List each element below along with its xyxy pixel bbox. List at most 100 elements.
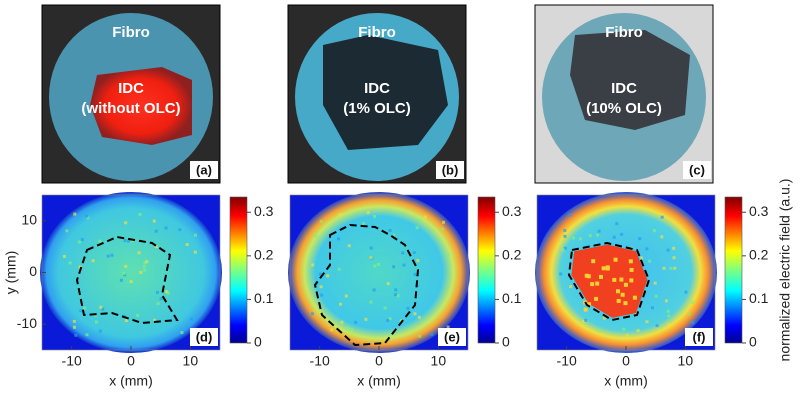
x-tick-label: -10: [310, 353, 330, 369]
speckle: [588, 234, 592, 238]
speckle: [586, 274, 591, 279]
speckle: [563, 246, 567, 250]
colorbar-tick-label: 0.2: [749, 247, 769, 263]
y-tick-label: 0: [29, 263, 37, 279]
speckle: [124, 319, 128, 323]
speckle: [652, 229, 656, 233]
speckle: [587, 302, 592, 307]
speckle: [156, 302, 160, 306]
speckle: [85, 333, 89, 337]
x-tick-label: -10: [557, 353, 577, 369]
speckle: [571, 236, 575, 240]
speckle: [596, 233, 600, 237]
speckle: [153, 318, 157, 322]
speckle: [362, 222, 366, 226]
speckle: [629, 278, 634, 283]
speckle: [80, 237, 84, 241]
speckle: [645, 320, 649, 324]
speckle: [416, 259, 420, 263]
speckle: [669, 266, 673, 270]
speckle: [623, 282, 628, 287]
speckle: [377, 263, 381, 267]
speckle: [664, 299, 668, 303]
speckle: [691, 320, 695, 324]
speckle: [640, 256, 644, 260]
speckle: [568, 213, 572, 217]
speckle: [648, 259, 652, 263]
speckle: [72, 319, 76, 323]
speckle: [73, 212, 77, 216]
speckle: [583, 307, 588, 312]
speckle: [650, 306, 654, 310]
speckle: [372, 288, 376, 292]
speckle: [441, 227, 445, 231]
tag-box: [438, 328, 466, 346]
tumor-contour: [567, 241, 651, 322]
speckle: [386, 319, 390, 323]
speckle: [655, 324, 659, 328]
speckle: [386, 282, 390, 286]
speckle: [446, 325, 450, 329]
speckle: [578, 237, 582, 241]
colorbar: [477, 196, 496, 344]
speckle: [563, 228, 567, 232]
panel-tag: (e): [444, 329, 460, 344]
speckle: [612, 277, 617, 282]
panel-tag: (d): [196, 329, 213, 344]
speckle: [350, 327, 354, 331]
x-tick-label: 0: [375, 353, 383, 369]
colorbar: [724, 196, 743, 344]
tag-box: [683, 161, 711, 179]
speckle: [124, 221, 128, 225]
speckle: [143, 268, 147, 272]
colorbar-tick-label: 0: [502, 334, 510, 350]
speckle: [563, 234, 567, 238]
speckle: [584, 273, 589, 278]
speckle: [601, 266, 606, 271]
colorbar-tick-label: 0.3: [254, 203, 274, 219]
speckle: [369, 300, 373, 304]
speckle: [418, 218, 422, 222]
speckle: [99, 305, 103, 309]
photo-label: Fibro: [358, 24, 396, 41]
speckle: [660, 235, 664, 239]
speckle: [684, 290, 688, 294]
tag-box: [190, 328, 218, 346]
speckle: [318, 272, 322, 276]
speckle: [597, 229, 601, 233]
speckle: [441, 220, 445, 224]
speckle: [340, 320, 344, 324]
y-tick-label: -10: [17, 315, 37, 331]
tumor-contour: [75, 235, 179, 325]
speckle: [660, 215, 664, 219]
speckle: [86, 216, 90, 220]
speckle: [98, 329, 102, 333]
x-tick-label: -10: [62, 353, 82, 369]
colorbar-tick-label: 0.1: [749, 290, 769, 306]
speckle: [402, 263, 406, 267]
speckle: [126, 239, 130, 243]
speckle: [337, 267, 341, 271]
speckle: [623, 301, 628, 306]
speckle: [78, 265, 82, 269]
photo: Fibro IDC (10% OLC) (c): [542, 13, 711, 181]
speckle: [667, 314, 671, 318]
x-axis-label: x (mm): [604, 373, 648, 389]
speckle: [666, 309, 670, 313]
speckle: [91, 259, 95, 263]
speckle: [412, 251, 416, 255]
speckle: [319, 219, 323, 223]
x-tick-label: 10: [431, 353, 447, 369]
photo-label: (without OLC): [81, 100, 180, 117]
speckle: [590, 282, 595, 287]
speckle: [65, 229, 69, 233]
map-detail: (e): [310, 211, 466, 347]
speckle: [124, 264, 128, 268]
speckle: [406, 306, 410, 310]
speckle: [193, 233, 197, 237]
speckle: [185, 243, 189, 247]
speckle: [74, 333, 78, 337]
speckle: [346, 326, 350, 330]
speckle: [139, 270, 143, 274]
photo-label: (1% OLC): [343, 100, 411, 117]
